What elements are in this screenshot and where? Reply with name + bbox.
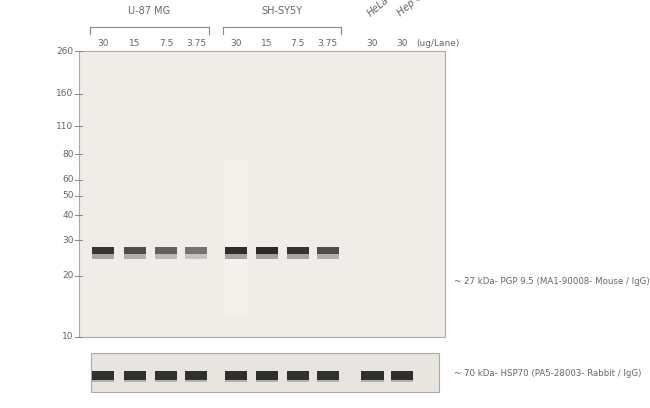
Text: 50: 50 [62, 191, 73, 200]
Text: 15: 15 [129, 39, 140, 48]
Bar [185, 380, 207, 382]
Bar [185, 247, 207, 255]
Text: U-87 MG: U-87 MG [129, 6, 170, 16]
Text: 260: 260 [57, 47, 73, 55]
Bar [225, 380, 247, 382]
Text: 30: 30 [62, 236, 73, 245]
Text: 30: 30 [396, 39, 408, 48]
Bar [225, 371, 247, 380]
Bar [124, 380, 146, 382]
Text: (ug/Lane): (ug/Lane) [416, 39, 460, 48]
Text: 80: 80 [62, 150, 73, 159]
Bar [256, 247, 278, 255]
Bar [92, 255, 114, 259]
Bar [79, 51, 445, 337]
Text: ~ 70 kDa- HSP70 (PA5-28003- Rabbit / IgG): ~ 70 kDa- HSP70 (PA5-28003- Rabbit / IgG… [454, 369, 641, 378]
Bar [361, 380, 384, 382]
Bar [256, 255, 278, 259]
Bar [224, 159, 248, 316]
Text: 110: 110 [56, 122, 73, 131]
Text: 40: 40 [62, 211, 73, 220]
Text: 30: 30 [97, 39, 109, 48]
Text: 60: 60 [62, 175, 73, 184]
Bar [185, 371, 207, 380]
Bar [124, 247, 146, 255]
Text: 3.75: 3.75 [318, 39, 337, 48]
Bar [317, 247, 339, 255]
Bar [317, 380, 339, 382]
Bar [317, 371, 339, 380]
Text: Hep G2: Hep G2 [396, 0, 430, 18]
Bar [155, 247, 177, 255]
Bar [155, 380, 177, 382]
Text: ~ 27 kDa- PGP 9.5 (MA1-90008- Mouse / IgG): ~ 27 kDa- PGP 9.5 (MA1-90008- Mouse / Ig… [454, 277, 649, 286]
Text: 20: 20 [62, 271, 73, 280]
Bar [225, 255, 247, 259]
Bar [225, 247, 247, 255]
Bar [317, 255, 339, 259]
Text: 30: 30 [367, 39, 378, 48]
Text: 15: 15 [261, 39, 273, 48]
Bar [287, 255, 309, 259]
Bar [361, 371, 384, 380]
Text: 30: 30 [230, 39, 242, 48]
Bar [124, 255, 146, 259]
Bar [92, 247, 114, 255]
Bar [287, 247, 309, 255]
Text: 7.5: 7.5 [159, 39, 174, 48]
Bar [391, 371, 413, 380]
Bar [92, 380, 114, 382]
Bar [256, 371, 278, 380]
Text: 7.5: 7.5 [291, 39, 305, 48]
Text: 160: 160 [56, 89, 73, 98]
Text: HeLa: HeLa [366, 0, 391, 18]
Bar [287, 380, 309, 382]
Text: SH-SY5Y: SH-SY5Y [261, 6, 302, 16]
Bar [391, 380, 413, 382]
Bar [91, 353, 439, 392]
Bar [155, 255, 177, 259]
Bar [287, 371, 309, 380]
Bar [124, 371, 146, 380]
Bar [256, 380, 278, 382]
Text: 10: 10 [62, 332, 73, 341]
Bar [92, 371, 114, 380]
Text: 3.75: 3.75 [187, 39, 206, 48]
Bar [185, 255, 207, 259]
Bar [155, 371, 177, 380]
